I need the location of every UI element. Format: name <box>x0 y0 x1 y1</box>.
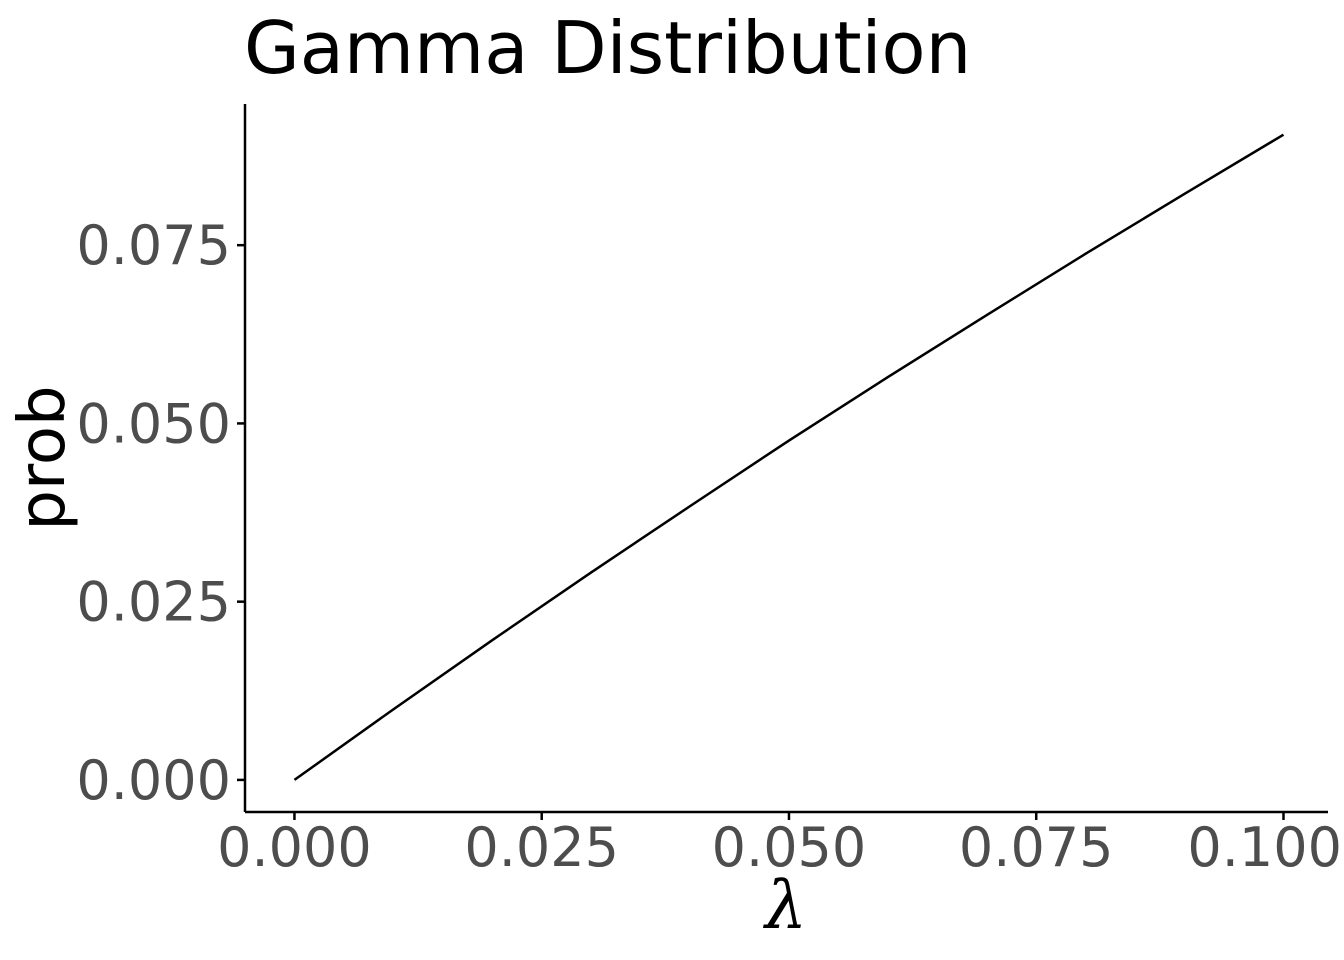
x-tick-label: 0.050 <box>712 816 867 879</box>
y-tick-label: 0.050 <box>76 392 231 455</box>
chart-title: Gamma Distribution <box>244 6 971 90</box>
data-series-line <box>293 133 1285 781</box>
y-axis-title: prob <box>6 385 80 530</box>
y-tick-label: 0.000 <box>76 749 231 812</box>
x-tick-label: 0.075 <box>959 816 1114 879</box>
x-tick-label: 0.025 <box>464 816 619 879</box>
x-tick-label: 0.000 <box>217 816 372 879</box>
x-axis-ticks: 0.000 0.025 0.050 0.075 0.100 <box>217 812 1342 879</box>
y-tick-label: 0.025 <box>76 571 231 634</box>
y-tick-label: 0.075 <box>76 214 231 277</box>
x-tick-label: 0.100 <box>1187 816 1342 879</box>
x-axis-title: λ <box>762 867 807 944</box>
y-axis-ticks: 0.000 0.025 0.050 0.075 <box>76 214 245 812</box>
